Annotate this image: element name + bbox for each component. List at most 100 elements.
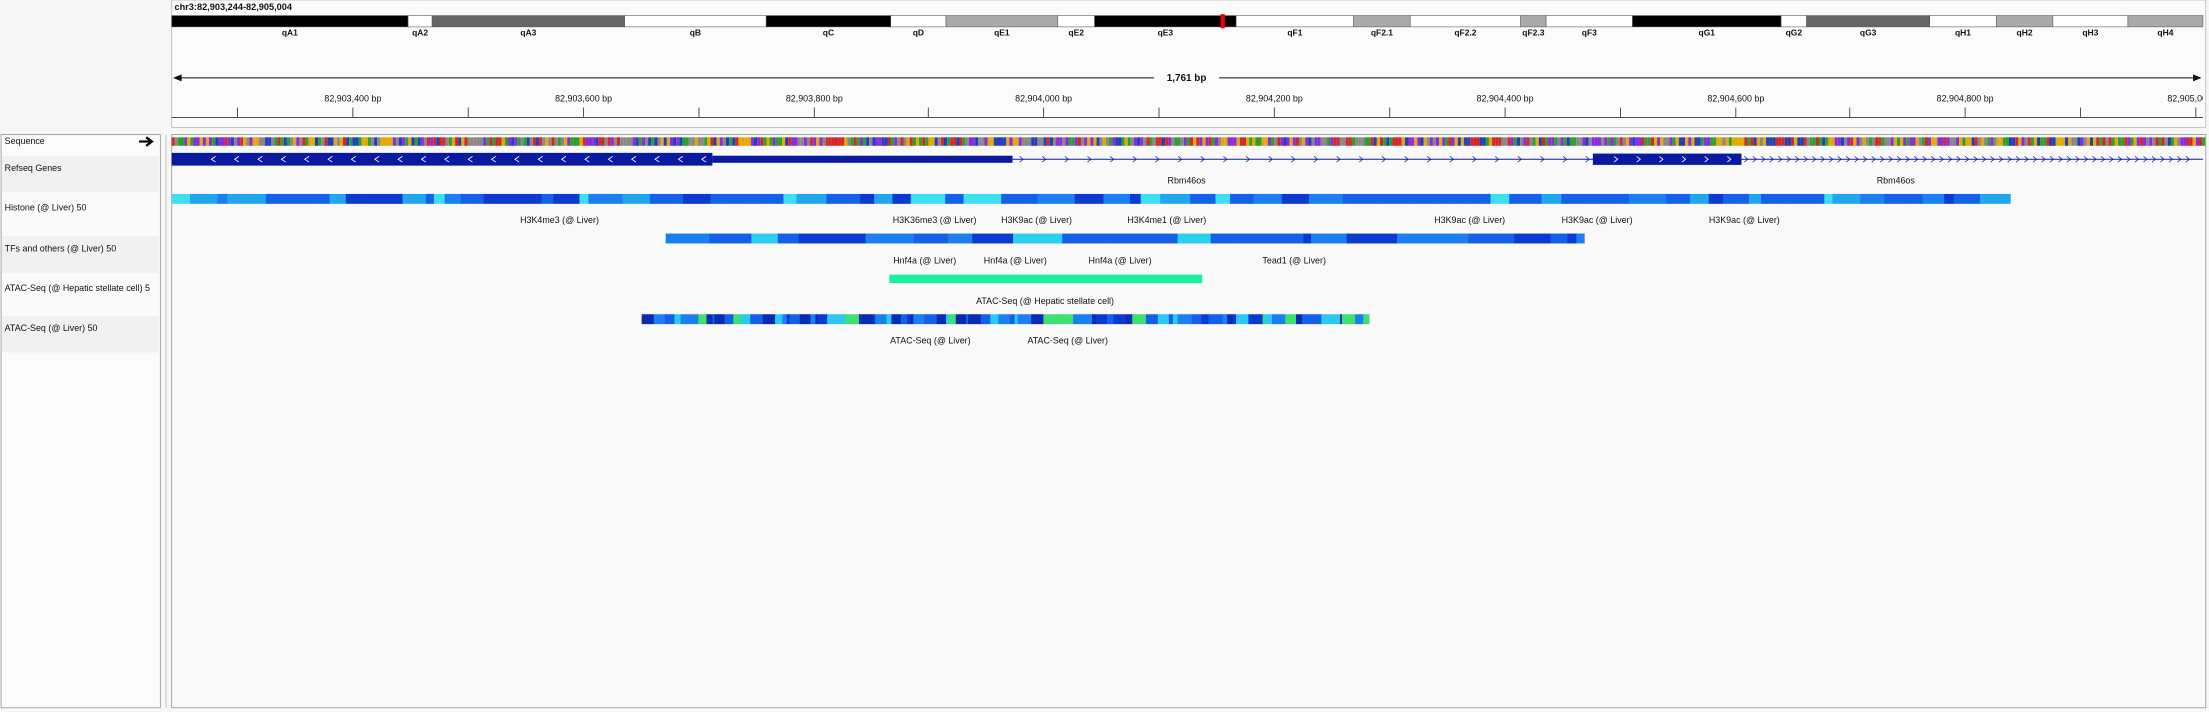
track-name[interactable]: TFs and others (@ Liver) 50 — [5, 243, 117, 253]
ruler-label: 82,905,000 bp — [2167, 93, 2209, 103]
base — [1130, 137, 1134, 146]
strand — [1752, 156, 1757, 163]
base — [1000, 137, 1004, 146]
base — [2136, 137, 2140, 146]
base — [996, 137, 1001, 146]
base — [766, 137, 770, 146]
base — [1218, 137, 1222, 146]
base — [1622, 137, 1626, 146]
base — [620, 137, 624, 146]
base — [1625, 137, 1630, 146]
ruler-label: 82,904,400 bp — [1477, 93, 1534, 103]
track-name[interactable]: Sequence — [5, 136, 45, 146]
base — [1277, 137, 1281, 146]
ruler-label: 82,904,200 bp — [1246, 93, 1303, 103]
peak — [364, 193, 403, 204]
base — [579, 137, 583, 146]
base — [2030, 137, 2034, 146]
base — [227, 137, 231, 146]
strand — [1613, 156, 1619, 163]
strand — [2032, 156, 2038, 163]
strand — [467, 156, 473, 163]
peak — [1037, 193, 1075, 204]
cytoband — [1806, 15, 1931, 28]
base — [1330, 137, 1334, 146]
base — [1246, 137, 1250, 146]
strand — [654, 156, 660, 163]
cytoband-label: qH2 — [2017, 28, 2033, 38]
peak — [553, 193, 580, 204]
track-name[interactable]: ATAC-Seq (@ Hepatic stellate cell) 5 — [5, 283, 150, 293]
strand — [1956, 156, 1961, 163]
base — [2061, 137, 2066, 146]
base — [863, 137, 867, 146]
strand — [2066, 156, 2072, 163]
base — [1155, 137, 1159, 146]
base — [1348, 137, 1352, 146]
strand — [2134, 156, 2140, 163]
base — [1308, 137, 1312, 146]
base — [1018, 137, 1022, 146]
track-name[interactable]: Refseq Genes — [5, 163, 62, 173]
base — [1569, 137, 1574, 146]
peak — [810, 314, 816, 325]
base — [791, 137, 795, 146]
base — [1183, 137, 1187, 146]
sequence-arrow[interactable] — [139, 136, 154, 147]
base — [1663, 137, 1667, 146]
base — [1112, 137, 1116, 146]
base — [735, 137, 739, 146]
peak — [1378, 193, 1409, 204]
peak — [1708, 193, 1724, 204]
strand — [1517, 156, 1522, 163]
strand — [1109, 156, 1115, 163]
base — [1205, 137, 1209, 146]
base — [875, 137, 879, 146]
base — [1977, 137, 1981, 146]
feature-label: ATAC-Seq (@ Liver) — [1027, 335, 1108, 345]
peak — [1666, 193, 1691, 204]
base — [333, 137, 337, 146]
base — [1137, 137, 1141, 146]
peak — [227, 193, 267, 204]
peak — [728, 314, 734, 325]
base — [1124, 137, 1128, 146]
strand — [701, 156, 707, 163]
base — [2139, 137, 2143, 146]
track-name[interactable]: ATAC-Seq (@ Liver) 50 — [5, 323, 98, 333]
base — [377, 137, 381, 146]
base — [1734, 137, 1739, 146]
peak — [1091, 314, 1097, 325]
peak — [1262, 314, 1266, 325]
base — [523, 137, 527, 146]
base — [940, 137, 944, 146]
track-name-bg — [1, 276, 159, 313]
track-name[interactable]: Histone (@ Liver) 50 — [5, 202, 87, 212]
base — [511, 137, 515, 146]
base — [1479, 137, 1483, 146]
strand — [1313, 156, 1319, 163]
strand — [303, 156, 310, 163]
strand — [1812, 156, 1817, 163]
base — [704, 137, 708, 146]
peak — [217, 193, 228, 204]
peak — [1129, 193, 1141, 204]
base — [1115, 137, 1119, 146]
base — [392, 137, 396, 146]
strand — [2024, 156, 2029, 163]
strand — [1820, 156, 1825, 163]
strand — [1472, 156, 1477, 163]
base — [370, 137, 375, 146]
base — [891, 137, 895, 146]
base — [274, 137, 278, 146]
base — [1775, 137, 1779, 146]
base — [224, 137, 228, 146]
base — [1900, 137, 1904, 146]
base — [2164, 137, 2168, 146]
base — [738, 137, 742, 146]
base — [1429, 137, 1433, 146]
cytoband-label: qB — [690, 28, 701, 38]
strand — [607, 156, 613, 163]
base — [1498, 137, 1502, 146]
base — [610, 137, 614, 146]
